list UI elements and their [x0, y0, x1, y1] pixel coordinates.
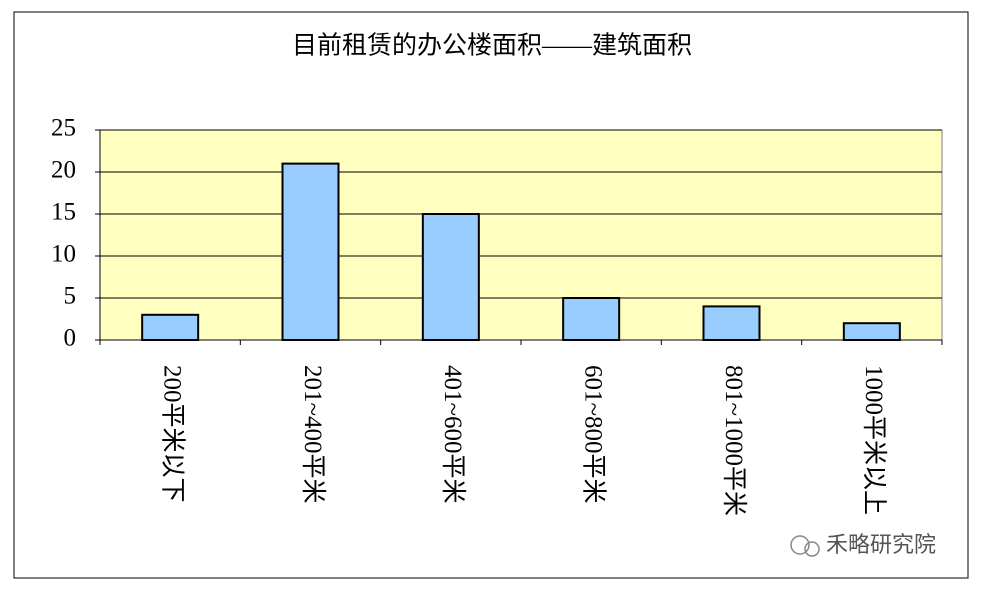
x-tick-label: 401~600平米 — [439, 365, 467, 504]
watermark: 禾略研究院 — [790, 533, 936, 558]
y-tick-label: 0 — [64, 325, 77, 352]
y-tick-label: 5 — [64, 283, 77, 310]
x-tick-label: 201~400平米 — [299, 365, 327, 504]
x-tick-label: 1000平米以上 — [860, 365, 888, 515]
chart-title: 目前租赁的办公楼面积——建筑面积 — [292, 32, 692, 60]
x-tick-label: 801~1000平米 — [720, 365, 748, 516]
x-tick-label: 200平米以下 — [158, 365, 186, 503]
watermark-icon — [804, 541, 820, 557]
bar — [562, 297, 621, 341]
watermark-icon — [790, 535, 810, 555]
bar — [421, 213, 480, 341]
bar — [281, 162, 340, 341]
plot-area — [99, 129, 943, 341]
bar — [702, 305, 761, 341]
bar — [141, 313, 200, 341]
bar — [842, 322, 901, 342]
x-tick-label: 601~800平米 — [579, 365, 607, 504]
y-tick-label: 25 — [51, 115, 76, 142]
y-tick-label: 20 — [51, 157, 76, 184]
y-tick-label: 10 — [51, 241, 76, 268]
watermark-text: 禾略研究院 — [826, 533, 936, 558]
y-tick-label: 15 — [51, 199, 76, 226]
